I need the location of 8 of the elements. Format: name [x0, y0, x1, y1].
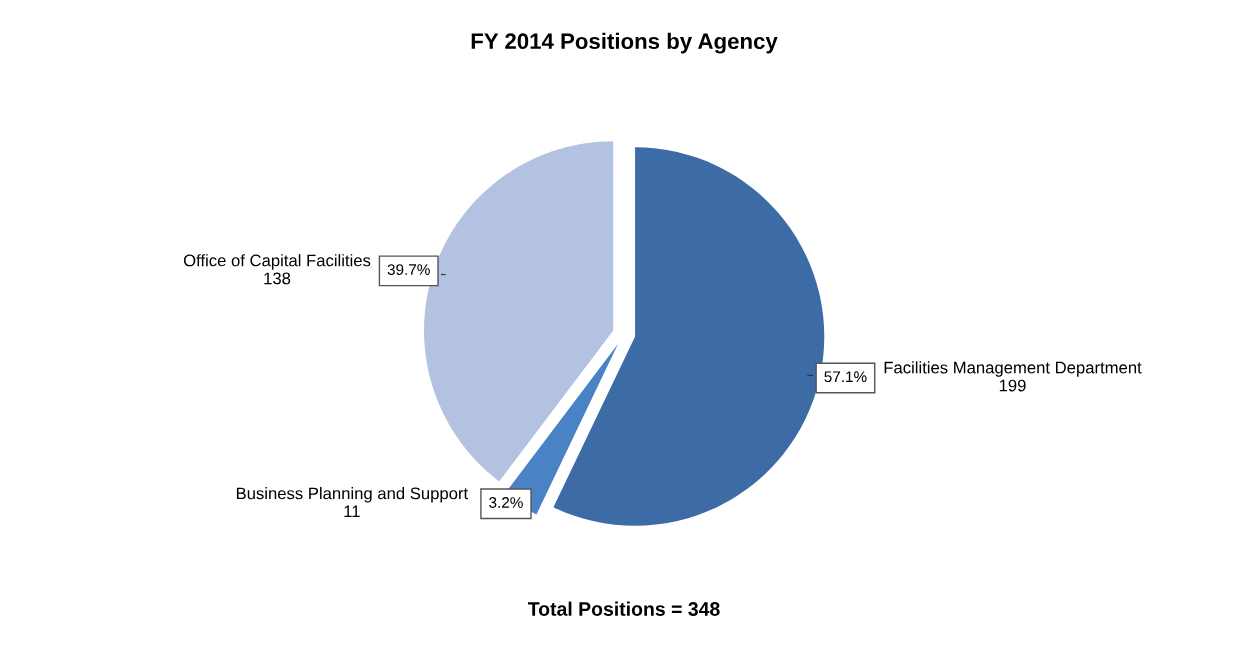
slice-label: Business Planning and Support 11	[236, 487, 469, 518]
data-label: 3.2%	[489, 497, 523, 508]
text: Total Positions = 348	[527, 601, 720, 616]
data-label: 39.7%	[387, 264, 430, 275]
slice-label: Office of Capital Facilities 138	[183, 254, 371, 285]
slice-label: Facilities Management Department 199	[884, 361, 1142, 392]
data-label: 57.1%	[824, 371, 867, 383]
chart-title: FY 2014 Positions by Agency	[471, 32, 778, 54]
